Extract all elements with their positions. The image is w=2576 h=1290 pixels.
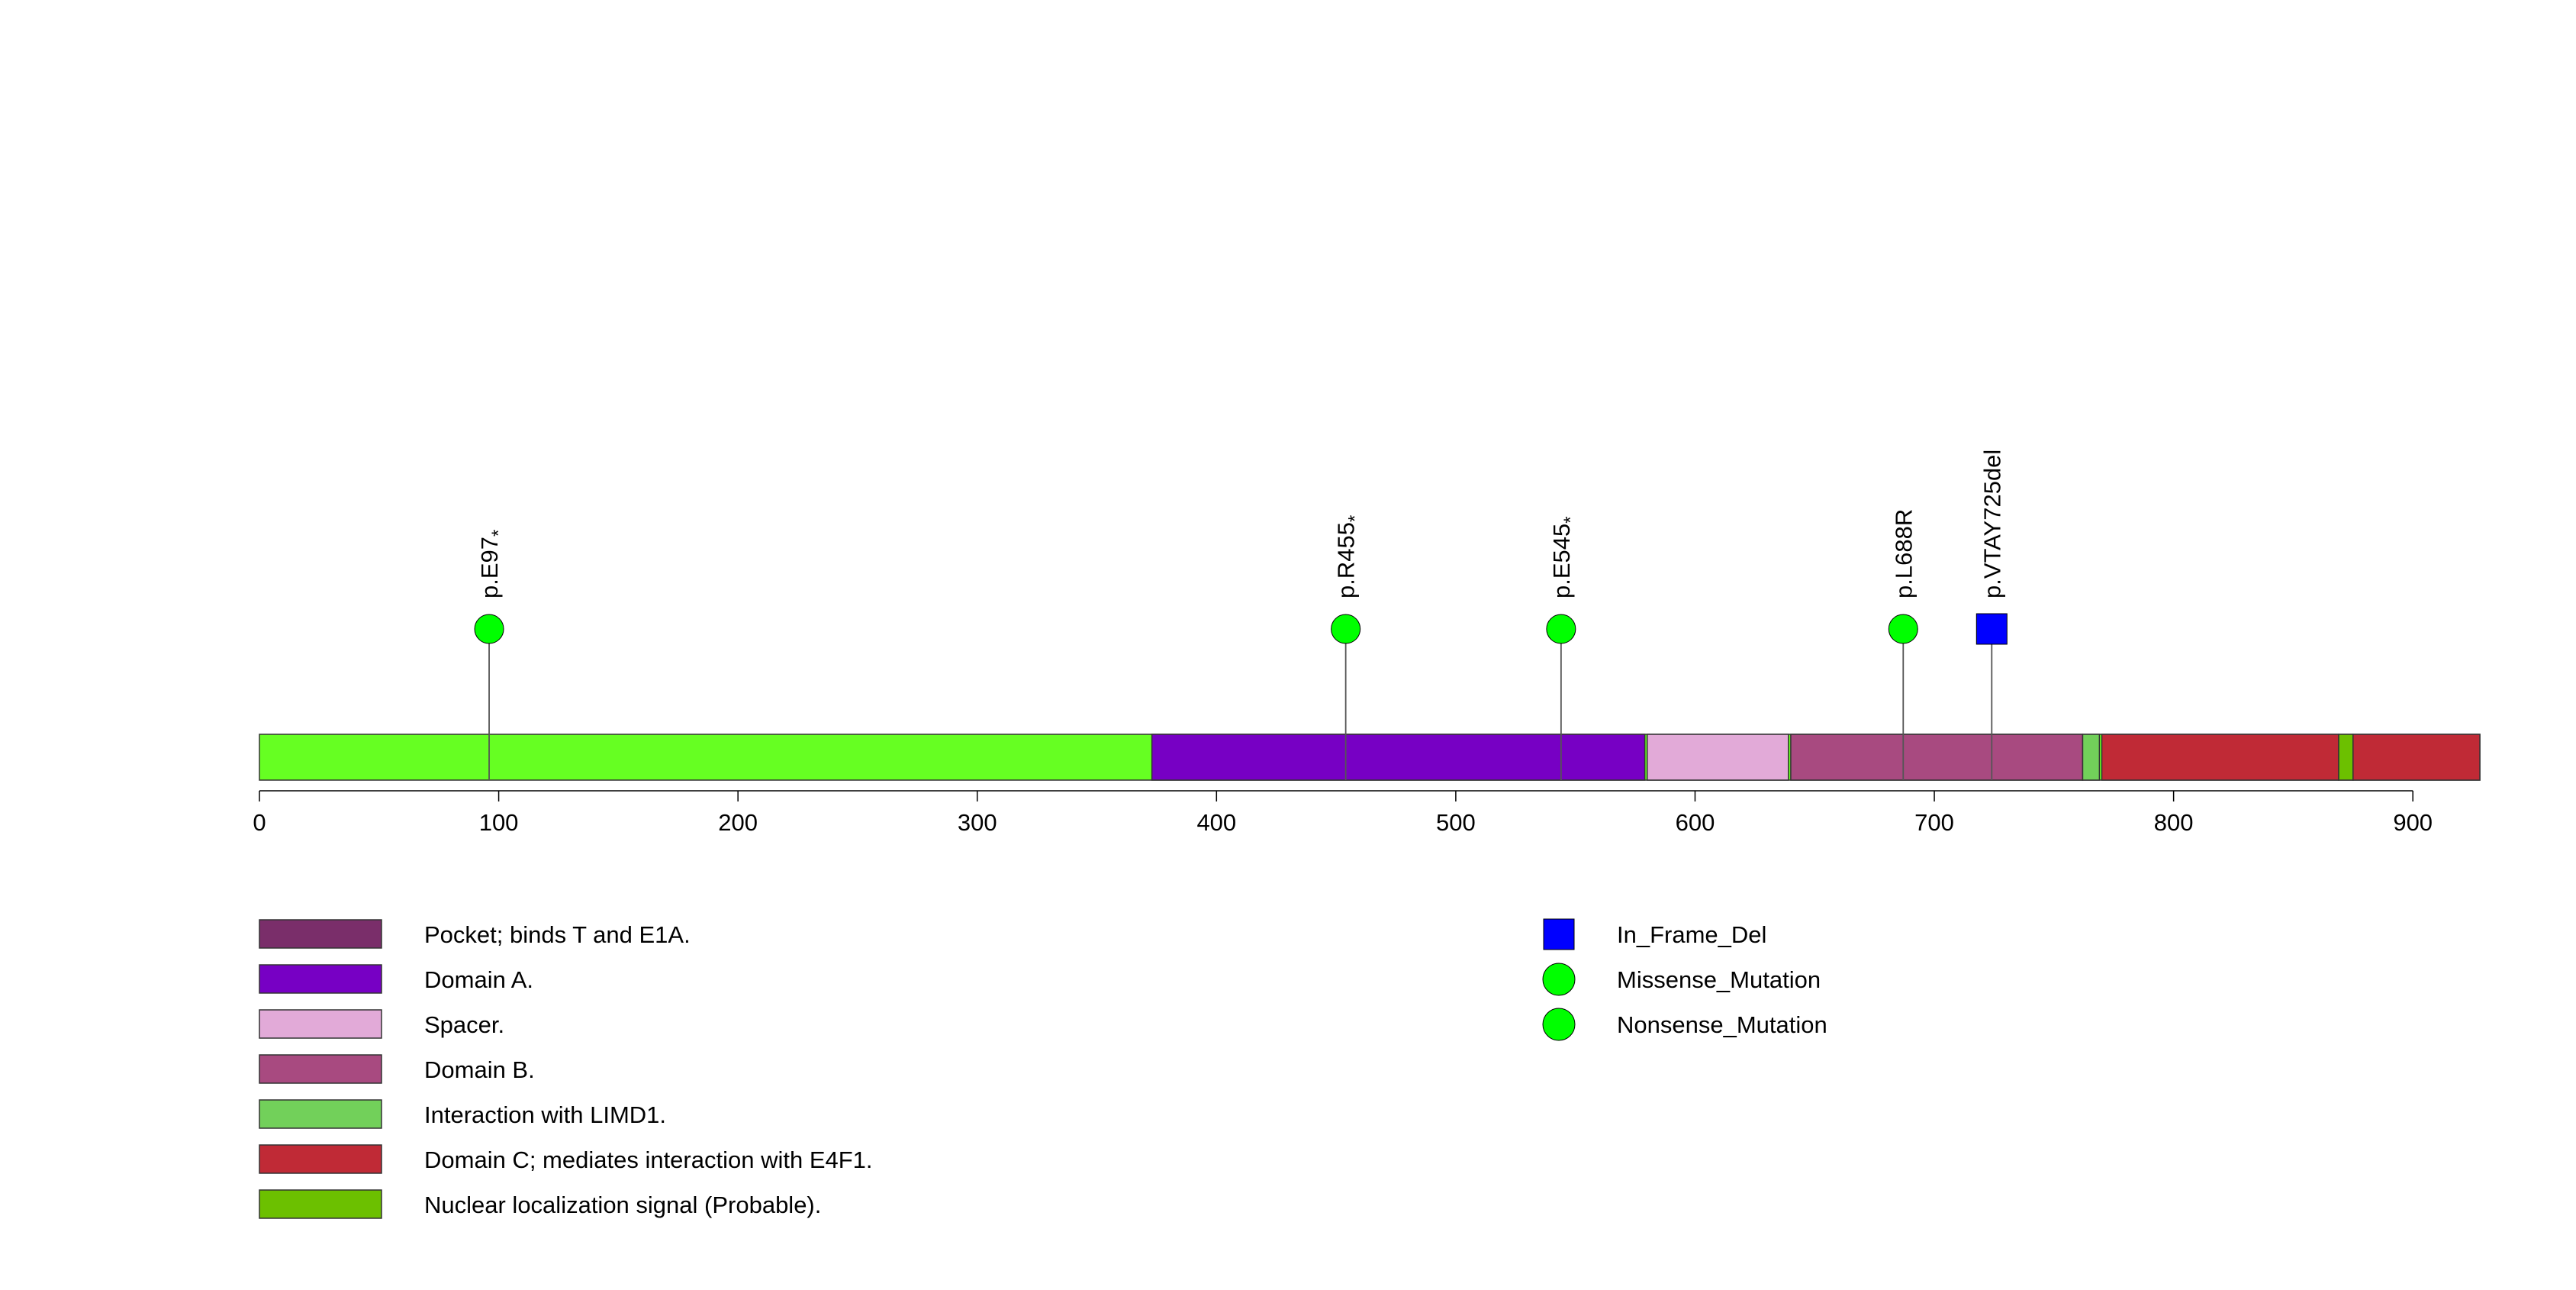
mutation-label-0: p.E97* <box>476 530 509 598</box>
mutation-legend-marker-0 <box>1543 918 1575 950</box>
domain-legend-label-4: Interaction with LIMD1. <box>424 1101 666 1128</box>
mutation-legend-label-2: Nonsense_Mutation <box>1617 1011 1827 1038</box>
x-tick-label-6: 600 <box>1676 809 1715 836</box>
x-tick-label-2: 200 <box>718 809 758 836</box>
x-tick-label-9: 900 <box>2393 809 2433 836</box>
mutation-stems <box>488 629 1993 780</box>
domain-segment-1 <box>1647 734 1789 781</box>
domain-legend-swatch-5 <box>259 1144 382 1174</box>
domain-legend-label-2: Spacer. <box>424 1011 504 1038</box>
x-tick-label-5: 500 <box>1436 809 1476 836</box>
x-axis: 0 100 200 300 400 500 600 700 800 900 <box>253 790 2433 836</box>
mutation-marker-3 <box>1888 614 1918 644</box>
mutation-legend-label-1: Missense_Mutation <box>1617 966 1821 993</box>
domain-legend-swatch-4 <box>259 1099 382 1129</box>
mutation-label-3: p.L688R <box>1890 509 1917 598</box>
x-tick-label-8: 800 <box>2154 809 2194 836</box>
mutation-marker-0 <box>474 614 504 644</box>
mutation-label-1: p.R455* <box>1333 515 1366 598</box>
protein-track <box>259 734 2481 781</box>
mutation-labels: p.E97* p.R455* p.E545* p.L688R p.VTAY725del <box>476 450 2005 598</box>
domain-segment-2 <box>1790 734 2084 781</box>
x-tick-label-7: 700 <box>1914 809 1954 836</box>
x-tick-label-1: 100 <box>479 809 519 836</box>
x-tick-label-3: 300 <box>958 809 997 836</box>
domain-legend-label-5: Domain C; mediates interaction with E4F1… <box>424 1146 873 1173</box>
mutation-marker-4 <box>1975 613 2008 645</box>
domain-legend-swatch-3 <box>259 1054 382 1084</box>
mutation-legend-label-0: In_Frame_Del <box>1617 921 1766 948</box>
domain-legend-label-6: Nuclear localization signal (Probable). <box>424 1192 821 1218</box>
domain-segment-5 <box>2338 734 2354 781</box>
domain-legend-swatch-2 <box>259 1009 382 1039</box>
domain-segment-6 <box>2352 734 2481 781</box>
mutation-legend-marker-1 <box>1542 963 1576 996</box>
domain-segment-4 <box>2101 734 2339 781</box>
mutation-legend-marker-2 <box>1542 1008 1576 1041</box>
domain-segment-3 <box>2082 734 2101 781</box>
mutation-marker-1 <box>1331 614 1361 644</box>
legend: Pocket; binds T and E1A. Domain A. Spacer.… <box>259 918 1827 1219</box>
mutation-label-2: p.E545* <box>1548 516 1581 598</box>
x-tick-label-4: 400 <box>1196 809 1236 836</box>
mutation-marker-2 <box>1546 614 1576 644</box>
x-tick-label-0: 0 <box>253 809 266 836</box>
domain-legend-swatch-1 <box>259 964 382 994</box>
mutation-markers <box>474 613 2008 645</box>
domain-legend-swatch-0 <box>259 919 382 949</box>
domain-legend-label-3: Domain B. <box>424 1056 535 1083</box>
mutation-label-4: p.VTAY725del <box>1979 450 2005 598</box>
domain-legend-swatch-6 <box>259 1189 382 1219</box>
domain-legend-label-1: Domain A. <box>424 966 533 993</box>
domain-segment-0 <box>1151 734 1646 781</box>
domain-legend-label-0: Pocket; binds T and E1A. <box>424 921 691 948</box>
